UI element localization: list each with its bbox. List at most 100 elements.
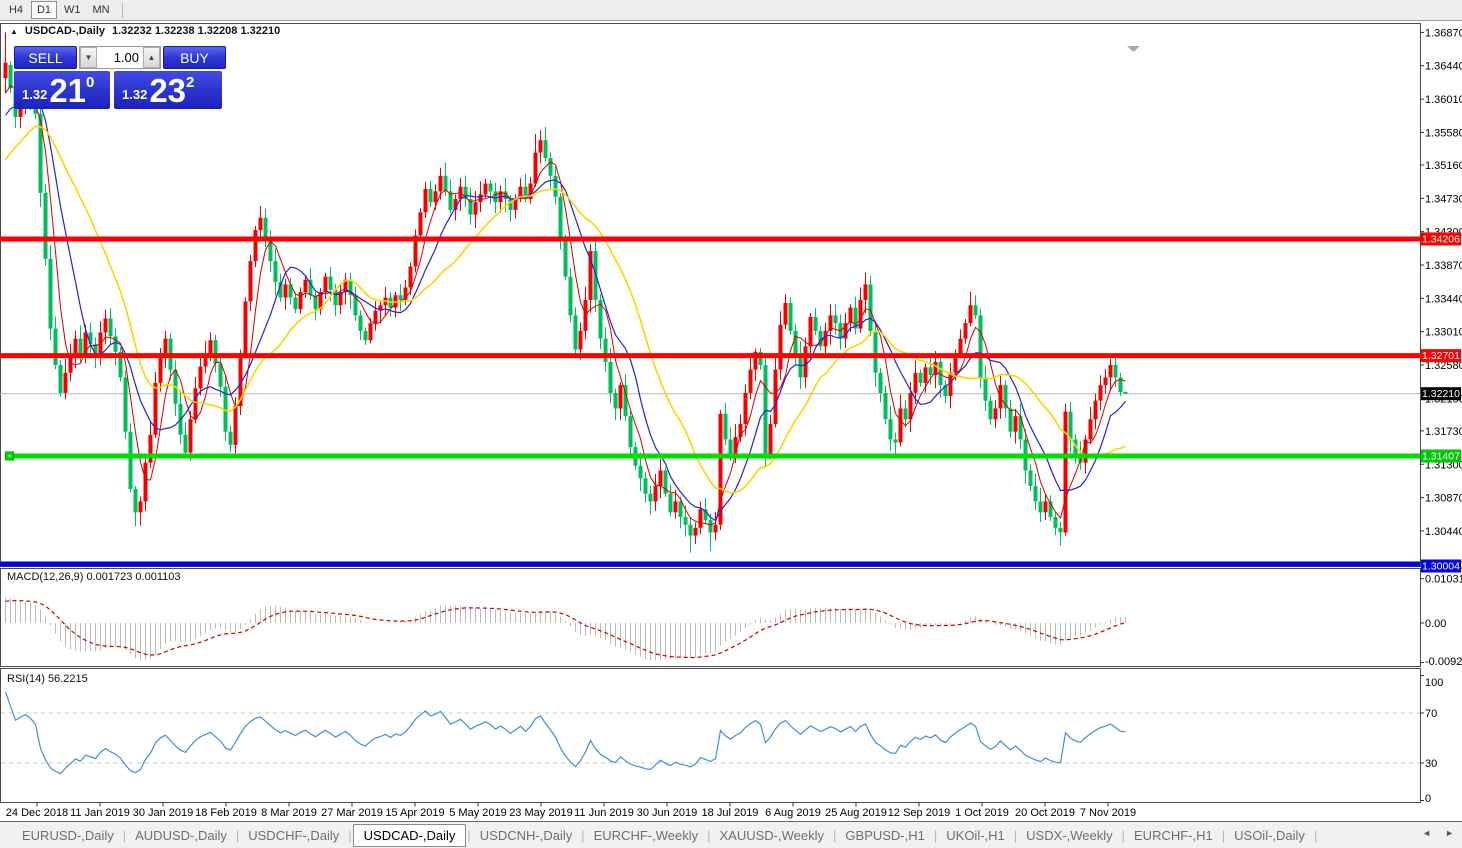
svg-text:7 Nov 2019: 7 Nov 2019 [1080, 807, 1136, 819]
svg-text:1.36440: 1.36440 [1425, 61, 1462, 73]
svg-text:1.32580: 1.32580 [1425, 360, 1462, 372]
svg-text:1.30870: 1.30870 [1425, 493, 1462, 505]
bid-price-box[interactable]: 1.32 21 0 [14, 71, 110, 109]
buy-button[interactable]: BUY [163, 46, 226, 69]
svg-text:30: 30 [1425, 758, 1437, 770]
tab-xauusd-weekly[interactable]: XAUUSD-,Weekly [719, 827, 825, 843]
toolbar-separator [121, 2, 123, 18]
svg-text:12 Sep 2019: 12 Sep 2019 [888, 807, 950, 819]
tab-separator: | [833, 827, 837, 843]
lot-decrease-button[interactable]: ▼ [80, 47, 97, 68]
tab-gbpusd-h1[interactable]: GBPUSD-,H1 [845, 827, 925, 843]
bid-price-prefix: 1.32 [22, 87, 48, 102]
svg-text:70: 70 [1425, 708, 1437, 720]
chart-title: ▲ USDCAD-,Daily 1.32232 1.32238 1.32208 … [10, 25, 280, 37]
chart-title-ohlc: 1.32232 1.32238 1.32208 1.32210 [112, 25, 281, 37]
ask-price-main: 23 [149, 72, 187, 109]
tab-usoil-daily[interactable]: USOil-,Daily [1234, 827, 1305, 843]
tab-usdx-weekly[interactable]: USDX-,Weekly [1026, 827, 1113, 843]
tab-separator: | [707, 827, 711, 843]
collapse-panel-icon[interactable]: ▲ [10, 26, 18, 36]
bid-price-pip: 0 [86, 74, 95, 91]
svg-text:1.35580: 1.35580 [1425, 127, 1462, 139]
tab-separator: | [348, 827, 352, 843]
svg-text:1 Oct 2019: 1 Oct 2019 [955, 807, 1009, 819]
tab-separator: | [122, 827, 127, 843]
svg-text:1.34730: 1.34730 [1425, 193, 1462, 205]
price-level-badge: 1.34206 [1422, 233, 1460, 245]
tab-separator: | [581, 827, 585, 843]
svg-text:11 Jun 2019: 11 Jun 2019 [574, 807, 634, 819]
tab-usdcnh-daily[interactable]: USDCNH-,Daily [479, 827, 573, 843]
timeframe-button-w1[interactable]: W1 [64, 4, 81, 16]
price-level-badge: 1.32701 [1422, 350, 1460, 362]
svg-text:25 Aug 2019: 25 Aug 2019 [825, 807, 887, 819]
tab-audusd-daily[interactable]: AUDUSD-,Daily [135, 827, 227, 843]
lot-spinner: ▼ ▲ [79, 46, 161, 69]
tab-separator: | [1013, 827, 1018, 843]
svg-text:8 Mar 2019: 8 Mar 2019 [261, 807, 317, 819]
tab-ukoil-h1[interactable]: UKOil-,H1 [946, 827, 1005, 843]
svg-text:1.36010: 1.36010 [1425, 94, 1462, 106]
svg-text:1.31730: 1.31730 [1425, 426, 1462, 438]
svg-text:11 Jan 2019: 11 Jan 2019 [70, 807, 130, 819]
svg-text:24 Dec 2018: 24 Dec 2018 [6, 807, 68, 819]
svg-text:1.36870: 1.36870 [1425, 27, 1462, 39]
macd-indicator-label: MACD(12,26,9) 0.001723 0.001103 [7, 571, 181, 583]
tab-scroll-right[interactable]: ► [1445, 828, 1454, 838]
svg-text:5 May 2019: 5 May 2019 [449, 807, 506, 819]
tab-scroll-left[interactable]: ◄ [1422, 828, 1432, 838]
svg-text:27 Mar 2019: 27 Mar 2019 [321, 807, 383, 819]
svg-text:6 Aug 2019: 6 Aug 2019 [765, 807, 821, 819]
svg-text:30 Jan 2019: 30 Jan 2019 [133, 807, 194, 819]
chart-canvas: 1.36870 1.36440 1.36010 1.35580 1.35160 1.347… [0, 23, 1462, 822]
tab-eurchf-weekly[interactable]: EURCHF-,Weekly [593, 827, 699, 843]
timeframe-button-mn[interactable]: MN [92, 4, 110, 16]
svg-text:0.00: 0.00 [1425, 618, 1446, 630]
tab-eurchf-h1[interactable]: EURCHF-,H1 [1134, 827, 1213, 843]
timeframe-button-d1[interactable]: D1 [31, 1, 57, 19]
bid-price-main: 21 [49, 72, 87, 109]
tab-separator: | [933, 827, 938, 843]
svg-text:0.010311: 0.010311 [1425, 574, 1462, 586]
timeframe-toolbar: H4 D1 W1 MN [0, 0, 1462, 21]
ask-price-pip: 2 [186, 74, 195, 91]
price-level-badge: 1.30004 [1422, 561, 1460, 573]
svg-text:23 May 2019: 23 May 2019 [509, 807, 573, 819]
rsi-indicator-label: RSI(14) 56.2215 [7, 673, 88, 685]
sell-button[interactable]: SELL [14, 46, 77, 69]
ask-price-box[interactable]: 1.32 23 2 [114, 71, 222, 109]
price-level-badge: 1.32210 [1422, 388, 1460, 400]
svg-text:20 Oct 2019: 20 Oct 2019 [1015, 807, 1075, 819]
tab-separator: | [1221, 827, 1226, 843]
svg-text:100: 100 [1425, 677, 1443, 689]
tab-separator: | [1121, 827, 1126, 843]
symbol-tabbar: EURUSD-,Daily | AUDUSD-,Daily | USDCHF-,Dail… [0, 822, 1462, 848]
tab-separator: | [1313, 827, 1318, 843]
timeframe-button-h4[interactable]: H4 [8, 4, 24, 16]
svg-text:18 Feb 2019: 18 Feb 2019 [195, 807, 257, 819]
lot-size-input[interactable] [97, 47, 143, 68]
svg-text:1.30440: 1.30440 [1425, 526, 1462, 538]
svg-text:30 Jun 2019: 30 Jun 2019 [637, 807, 698, 819]
svg-text:1.35160: 1.35160 [1425, 160, 1462, 172]
tab-usdcad-daily[interactable]: USDCAD-,Daily [352, 823, 467, 847]
svg-text:1.33010: 1.33010 [1425, 327, 1462, 339]
svg-text:-0.009203: -0.009203 [1425, 656, 1462, 668]
tab-separator: | [235, 827, 240, 843]
tab-separator: | [467, 827, 471, 843]
lot-increase-button[interactable]: ▲ [143, 47, 160, 68]
one-click-trading-panel: SELL ▼ ▲ BUY 1.32 21 0 1.32 23 2 [14, 46, 226, 109]
svg-text:0: 0 [1425, 793, 1431, 805]
tab-eurusd-daily[interactable]: EURUSD-,Daily [22, 827, 114, 843]
svg-text:1.33440: 1.33440 [1425, 293, 1462, 305]
tab-usdchf-daily[interactable]: USDCHF-,Daily [248, 827, 340, 843]
svg-text:18 Jul 2019: 18 Jul 2019 [702, 807, 759, 819]
chart-title-symbol: USDCAD-,Daily [24, 25, 105, 37]
price-level-badge: 1.31407 [1422, 450, 1460, 462]
svg-text:1.33870: 1.33870 [1425, 260, 1462, 272]
ask-price-prefix: 1.32 [122, 87, 148, 102]
chart-window: 1.36870 1.36440 1.36010 1.35580 1.35160 1.347… [0, 21, 1462, 822]
svg-text:15 Apr 2019: 15 Apr 2019 [385, 807, 444, 819]
